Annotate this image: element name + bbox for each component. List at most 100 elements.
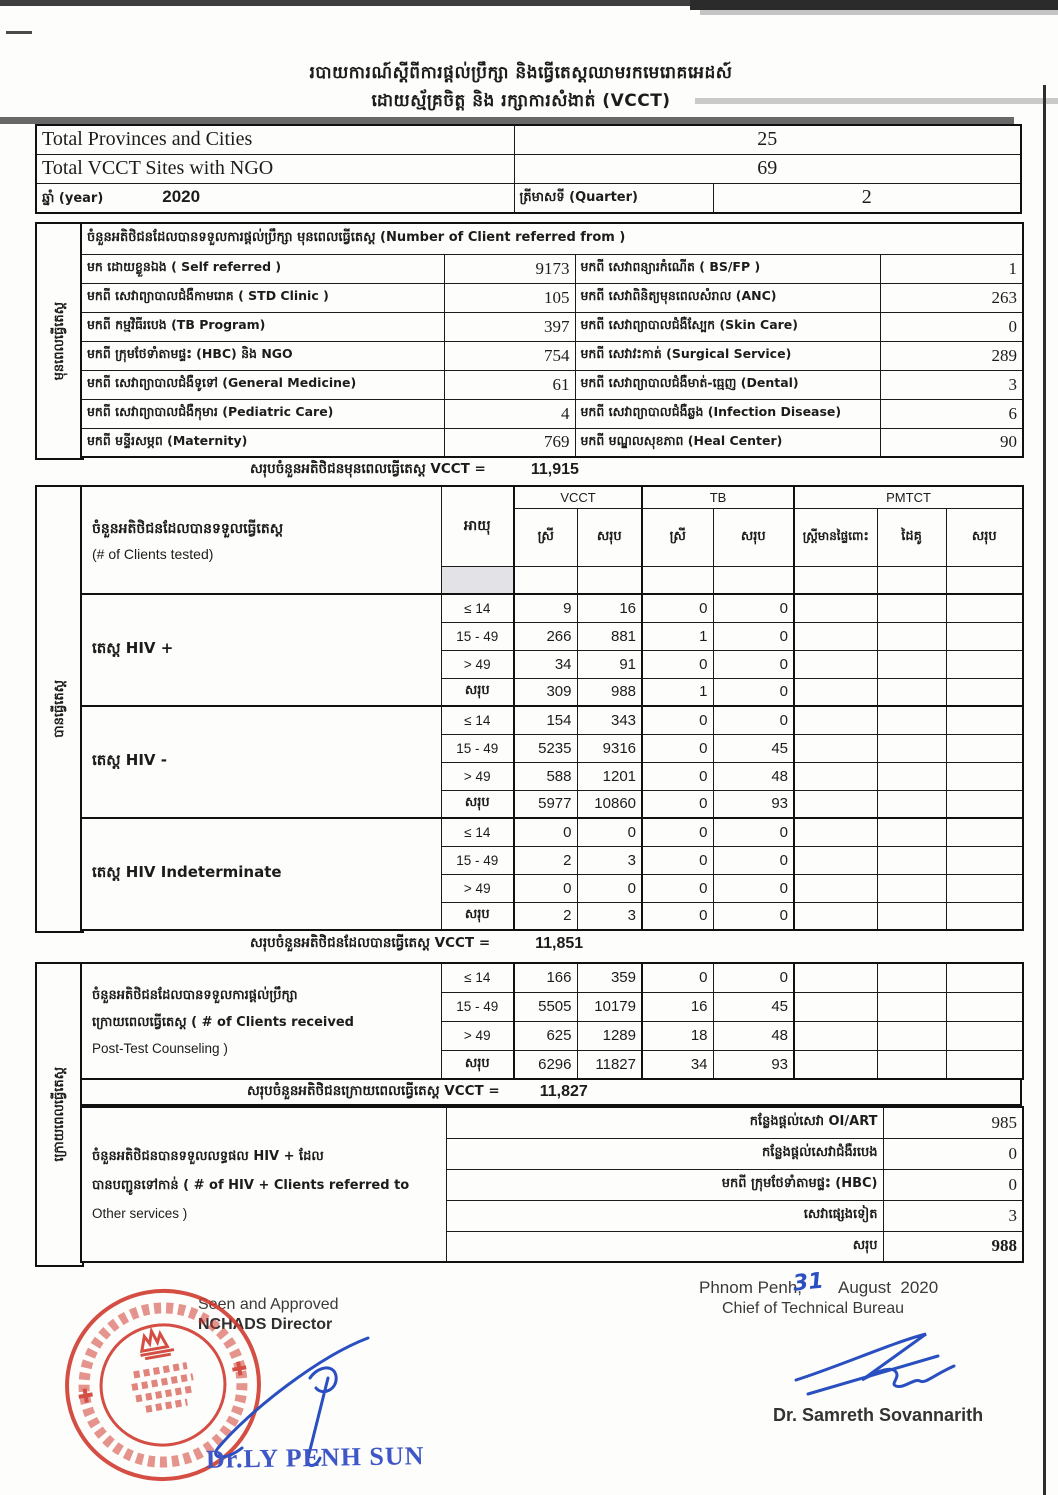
subheader-female: ស្រី [641, 507, 714, 567]
subtotal-age-label: សរុប [440, 677, 515, 707]
director-signature [214, 1336, 370, 1467]
referral-total-label: សរុប [445, 1230, 884, 1263]
post-test-description-cell: ចំនួនអតិថិជនដែលបានទទួលការផ្តល់ប្រឹក្សា ក… [80, 962, 442, 1080]
referred-label: មកពី សេវាព្យាបាលជំងឺទូទៅ (General Medici… [80, 369, 445, 400]
referred-value: 289 [879, 340, 1024, 371]
hiv-positive-group-label: តេស្ត HIV + [80, 593, 442, 707]
table-row: តេស្ត HIV + ≤ 14 9 16 0 0 [80, 593, 1024, 707]
post-test-desc-khmer2: ក្រោយពេលធ្វើតេស្ត ( # of Clients receive… [92, 1014, 354, 1030]
summary-table: Total Provinces and Cities 25 Total VCCT… [35, 124, 1022, 214]
summary-label-sites: Total VCCT Sites with NGO [35, 153, 515, 184]
table-row: 15 - 49 5505 10179 16 45 [81, 991, 1024, 1022]
table-row: តេស្ត HIV - ≤ 14 154 343 0 0 [80, 705, 1024, 819]
tested-desc-khmer: ចំនួនអតិថិជនដែលបានទទួលធ្វើតេស្ត [92, 520, 284, 537]
table-row: តេស្ត HIV Indeterminate ≤ 14 0 0 0 0 [80, 817, 1024, 931]
referral-desc-english: Other services ) [92, 1206, 188, 1221]
referral-desc-khmer2: បានបញ្ជូនទៅកាន់ ( # of HIV + Clients ref… [92, 1178, 410, 1193]
chief-title: Chief of Technical Bureau [722, 1300, 905, 1317]
scan-artifact-dash [6, 31, 32, 34]
summary-label-provinces: Total Provinces and Cities [35, 124, 515, 155]
vcct-group-header: VCCT [512, 485, 643, 509]
footer-date: August 2020 [838, 1278, 939, 1297]
referred-label: មកពី មណ្ឌលសុខភាព (Heal Center) [574, 427, 881, 458]
pmtct-group-header: PMTCT [793, 485, 1024, 509]
table-row: Total VCCT Sites with NGO 69 [35, 153, 1022, 184]
subheader-total: សរុប [945, 507, 1024, 567]
post-test-table: ចំនួនអតិថិជនដែលបានទទួលការផ្តល់ប្រឹក្សា ក… [80, 962, 1024, 1080]
table-row: មកពី ក្រុមថែទាំតាមផ្ទះ (HBC) 0 [81, 1168, 1024, 1201]
approved-line1: Seen and Approved [198, 1296, 339, 1313]
chief-signature [794, 1332, 956, 1396]
table-row: មក ដោយខ្លួនឯង ( Self referred ) 9173 មកព… [80, 253, 1024, 284]
referred-label: មក ដោយខ្លួនឯង ( Self referred ) [80, 253, 445, 284]
subheader-pregnant: ស្រ្តីមានផ្ទៃពោះ [793, 507, 878, 567]
table-row: ស្រី សរុប ស្រី សរុប ស្រ្តីមានផ្ទៃពោះ ដៃគ… [81, 507, 1024, 567]
scan-artifact-topbar-right [690, 0, 1058, 10]
referral-label: មកពី ក្រុមថែទាំតាមផ្ទះ (HBC) [445, 1168, 884, 1201]
tested-total-value: 11,851 [535, 935, 584, 952]
summary-value-provinces: 25 [513, 124, 1022, 155]
referred-value: 90 [879, 427, 1024, 458]
post-test-desc-khmer1: ចំនួនអតិថិជនដែលបានទទួលការផ្តល់ប្រឹក្សា [92, 987, 298, 1003]
footer-place: Phnom Penh, [699, 1278, 803, 1297]
tb-group-header: TB [641, 485, 795, 509]
subheader-partner: ដៃគូ [876, 507, 947, 567]
summary-year-cell: ឆ្នាំ (year) 2020 [35, 182, 515, 214]
scan-artifact-gray-band [700, 10, 1058, 15]
table-row: មកពី សេវាព្យាបាលជំងឺកុមារ (Pediatric Car… [80, 398, 1024, 429]
referred-header: ចំនួនអតិថិជនដែលបានទទួលការផ្តល់ប្រឹក្សា ម… [80, 222, 1024, 255]
tested-total-label: សរុបចំនួនអតិថិជនដែលបានធ្វើតេស្ត VCCT = [250, 935, 491, 951]
table-row: សរុប 988 [81, 1230, 1024, 1263]
referral-label: សេវាផ្សេងទៀត [445, 1199, 884, 1232]
referral-total-value: 988 [882, 1230, 1024, 1263]
referred-label: មកពី សេវាព្យាបាលជំងឺមាត់-ធ្មេញ (Dental) [574, 369, 881, 400]
post-test-desc-english: Post-Test Counseling ) [92, 1040, 228, 1056]
quarter-label-cell: ត្រីមាសទី (Quarter) [513, 182, 714, 214]
table-row: Total Provinces and Cities 25 [35, 124, 1022, 155]
referral-desc-khmer1: ចំនួនអតិថិជនបានទទួលលទ្ធផល HIV + ដែល [92, 1149, 324, 1164]
referred-value: 0 [879, 311, 1024, 342]
nchads-red-stamp [65, 1288, 261, 1482]
referred-value: 6 [879, 398, 1024, 429]
table-row: ចំនួនអតិថិជនដែលបានទទួលការផ្តល់ប្រឹក្សា ក… [80, 962, 1024, 1080]
referred-label: មកពី ក្រុមថែទាំតាមផ្ទះ (HBC) និង NGO [80, 340, 445, 371]
referred-label: មកពី មន្ទីរសម្ភព (Maternity) [80, 427, 445, 458]
quarter-value-cell: 2 [712, 182, 1022, 214]
year-value: 2020 [162, 186, 201, 206]
subheader-total: សរុប [576, 507, 643, 567]
referred-value: 1 [879, 253, 1024, 284]
referred-value: 61 [443, 369, 576, 400]
subtotal-age-label: សរុប [440, 1049, 515, 1080]
temple-emblem [139, 1326, 175, 1361]
referred-label: មកពី សេវាពន្យារកំណើត ( BS/FP ) [574, 253, 881, 284]
referral-label: កន្លែងផ្តល់សេវាជំងឺរបេង [445, 1137, 884, 1170]
referred-label: មកពី សេវាព្យាបាលជំងឺស្បែក (Skin Care) [574, 311, 881, 342]
referred-label: មកពី សេវាព្យាបាលជំងឺឆ្លង (Infection Dise… [574, 398, 881, 429]
referred-label: មកពី កម្មវិធីរបេង (TB Program) [80, 311, 445, 342]
table-row: មកពី កម្មវិធីរបេង (TB Program) 397 មកពី … [80, 311, 1024, 342]
summary-value-sites: 69 [513, 153, 1022, 184]
referred-value: 263 [879, 282, 1024, 313]
pre-test-total-value: 11,915 [530, 461, 579, 478]
referral-table: ចំនួនអតិថិជនបានទទួលលទ្ធផល HIV + ដែល បានប… [80, 1106, 1024, 1263]
referral-label: កន្លែងផ្តល់សេវា OI/ART [445, 1106, 884, 1139]
table-row: សេវាផ្សេងទៀត 3 [81, 1199, 1024, 1232]
section-label-tested: បានធ្វើតេស្ត [35, 485, 84, 933]
referred-value: 105 [443, 282, 576, 313]
scan-artifact-right-line [1043, 85, 1046, 1495]
referred-from-table: ចំនួនអតិថិជនដែលបានទទួលការផ្តល់ប្រឹក្សា ម… [80, 222, 1025, 458]
handwritten-day: 31 [791, 1268, 825, 1297]
table-row: មកពី សេវាព្យាបាលជំងឺកាមរោគ ( STD Clinic … [80, 282, 1024, 313]
table-row: > 49 0 0 0 0 [81, 873, 1024, 903]
referral-value: 0 [882, 1137, 1024, 1170]
pre-test-total: សរុបចំនួនអតិថិជនមុនពេលធ្វើតេស្ត VCCT = 1… [250, 456, 579, 484]
referred-label: មកពី សេវាព្យាបាលជំងឺកុមារ (Pediatric Car… [80, 398, 445, 429]
post-test-total-label: សរុបចំនួនអតិថិជនក្រោយពេលធ្វើតេស្ត VCCT = [247, 1083, 500, 1099]
referred-label: មកពី សេវាព្យាបាលជំងឺកាមរោគ ( STD Clinic … [80, 282, 445, 313]
year-label: ឆ្នាំ (year) [42, 190, 104, 206]
clients-tested-table: ចំនួនអតិថិជនដែលបានទទួលធ្វើតេស្ត (# of Cl… [80, 485, 1025, 931]
table-row: ចំនួនអតិថិជនបានទទួលលទ្ធផល HIV + ដែល បានប… [80, 1106, 1024, 1263]
scan-artifact-dark-band [0, 117, 1014, 124]
subtotal-age-label: សរុប [440, 901, 515, 931]
